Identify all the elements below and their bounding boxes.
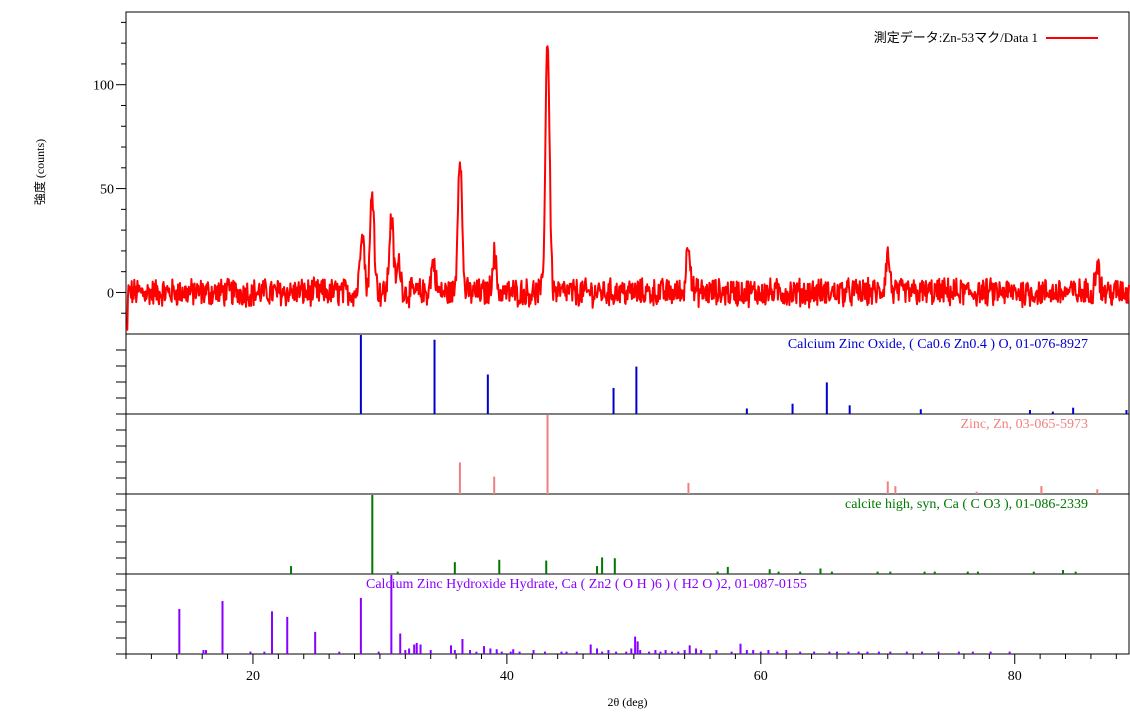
y-tick-label: 50 (100, 183, 114, 198)
measured-series-line (125, 45, 1130, 331)
x-axis-title: 2θ (deg) (607, 695, 647, 709)
plot-frame (125, 11, 1130, 655)
reference-pattern: Calcium Zinc Oxide, ( Ca0.6 Zn0.4 ) O, 0… (359, 335, 1128, 414)
x-tick-label: 20 (246, 669, 260, 684)
axes-layer: 0 50 100 20 40 60 80 (93, 11, 1130, 684)
pattern-label: Zinc, Zn, 03-065-5973 (960, 417, 1088, 432)
reference-pattern: Calcium Zinc Hydroxide Hydrate, Ca ( Zn2… (178, 575, 1011, 654)
measured-data-layer (125, 45, 1130, 331)
pattern-label: Calcium Zinc Hydroxide Hydrate, Ca ( Zn2… (366, 577, 807, 592)
legend: 測定データ:Zn-53マク/Data 1 (874, 30, 1098, 45)
y-axis-title: 強度 (counts) (32, 139, 47, 205)
reference-pattern: Zinc, Zn, 03-065-5973 (458, 415, 1099, 494)
x-tick-label: 80 (1008, 669, 1022, 684)
pattern-label: calcite high, syn, Ca ( C O3 ), 01-086-2… (845, 497, 1088, 512)
legend-label: 測定データ:Zn-53マク/Data 1 (874, 30, 1038, 45)
pattern-label: Calcium Zinc Oxide, ( Ca0.6 Zn0.4 ) O, 0… (788, 337, 1088, 352)
reference-pattern: calcite high, syn, Ca ( C O3 ), 01-086-2… (290, 495, 1088, 574)
y-tick-label: 0 (107, 286, 114, 301)
x-tick-label: 40 (500, 669, 514, 684)
reference-patterns: Calcium Zinc Oxide, ( Ca0.6 Zn0.4 ) O, 0… (178, 335, 1128, 654)
x-tick-label: 60 (754, 669, 768, 684)
y-tick-label: 100 (93, 79, 114, 94)
